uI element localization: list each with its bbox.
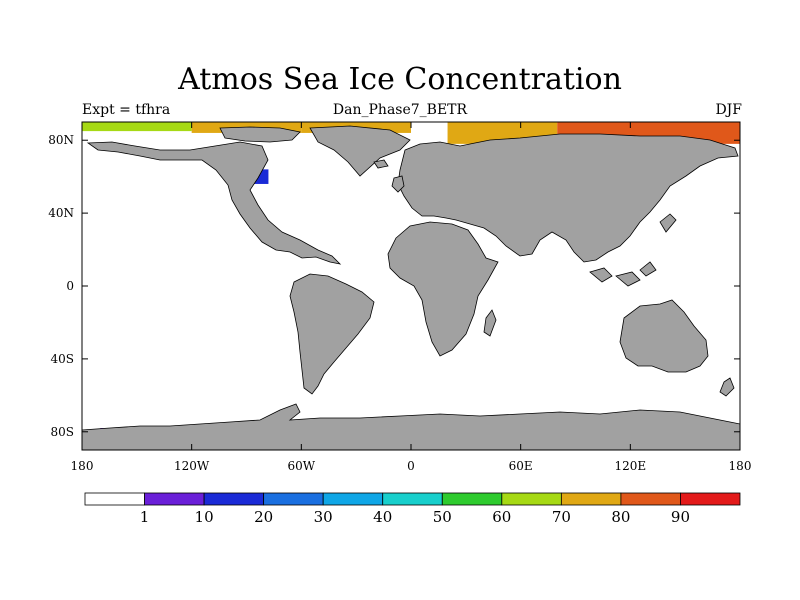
x-tick-label: 180 <box>71 459 94 473</box>
landmass-south-america <box>289 273 375 395</box>
colorbar-swatch-9 <box>620 492 681 506</box>
landmass-greenland <box>309 125 411 177</box>
landmass-new-zealand <box>719 377 735 397</box>
x-tick-label: 120W <box>174 459 210 473</box>
landmass-australia <box>619 299 709 373</box>
landmass-antarctica <box>82 403 740 450</box>
x-tick-label: 0 <box>407 459 415 473</box>
colorbar-swatch-0 <box>84 492 145 506</box>
landmass-japan <box>659 213 677 233</box>
landmass-maritime-asia <box>589 261 657 287</box>
y-tick-label: 40N <box>48 206 74 220</box>
y-tick-label: 80N <box>48 133 74 147</box>
x-tick-label: 120E <box>614 459 646 473</box>
landmass-north-america <box>86 141 342 265</box>
colorbar-swatch-7 <box>501 492 562 506</box>
colorbar-swatch-8 <box>560 492 622 506</box>
landmass-eurasia <box>397 133 739 263</box>
colorbar-label: 10 <box>195 508 214 526</box>
axis-layer: 180 120W 60W 0 60E 120E 180 80N 40N 0 40S 80S <box>48 121 752 473</box>
ice-region-0 <box>82 122 192 132</box>
chart-subtitle: Dan_Phase7_BETR <box>332 102 468 118</box>
y-tick-label: 40S <box>51 352 75 366</box>
colorbar-swatch-1 <box>144 492 205 506</box>
landmass-madagascar <box>483 309 497 337</box>
landmass-africa <box>387 221 499 357</box>
colorbar-label: 70 <box>552 508 571 526</box>
season-label: DJF <box>715 102 742 118</box>
landmass-iceland <box>373 159 389 169</box>
colorbar-label: 1 <box>140 508 150 526</box>
landmass-british-isles <box>391 175 405 193</box>
x-tick-label: 60W <box>288 459 316 473</box>
experiment-label: Expt = tfhra <box>82 102 171 118</box>
colorbar: 1 10 20 30 40 50 60 70 80 90 <box>84 492 741 526</box>
y-tick-label: 80S <box>51 425 75 439</box>
colorbar-swatch-10 <box>680 492 741 506</box>
colorbar-label: 40 <box>373 508 392 526</box>
land-layer <box>82 125 740 450</box>
x-tick-label: 180 <box>729 459 752 473</box>
colorbar-label: 80 <box>611 508 630 526</box>
colorbar-label: 50 <box>433 508 452 526</box>
colorbar-swatch-5 <box>382 492 443 506</box>
x-tick-label: 60E <box>509 459 533 473</box>
colorbar-swatch-4 <box>322 492 384 506</box>
colorbar-swatch-3 <box>263 492 324 506</box>
chart-title: Atmos Sea Ice Concentration <box>178 62 622 97</box>
colorbar-label: 30 <box>314 508 333 526</box>
colorbar-label: 20 <box>254 508 273 526</box>
y-tick-label: 0 <box>66 279 74 293</box>
colorbar-swatch-2 <box>203 492 265 506</box>
colorbar-label: 90 <box>671 508 690 526</box>
colorbar-swatch-6 <box>441 492 503 506</box>
colorbar-label: 60 <box>492 508 511 526</box>
landmass-arctic-archipelago <box>219 126 301 143</box>
